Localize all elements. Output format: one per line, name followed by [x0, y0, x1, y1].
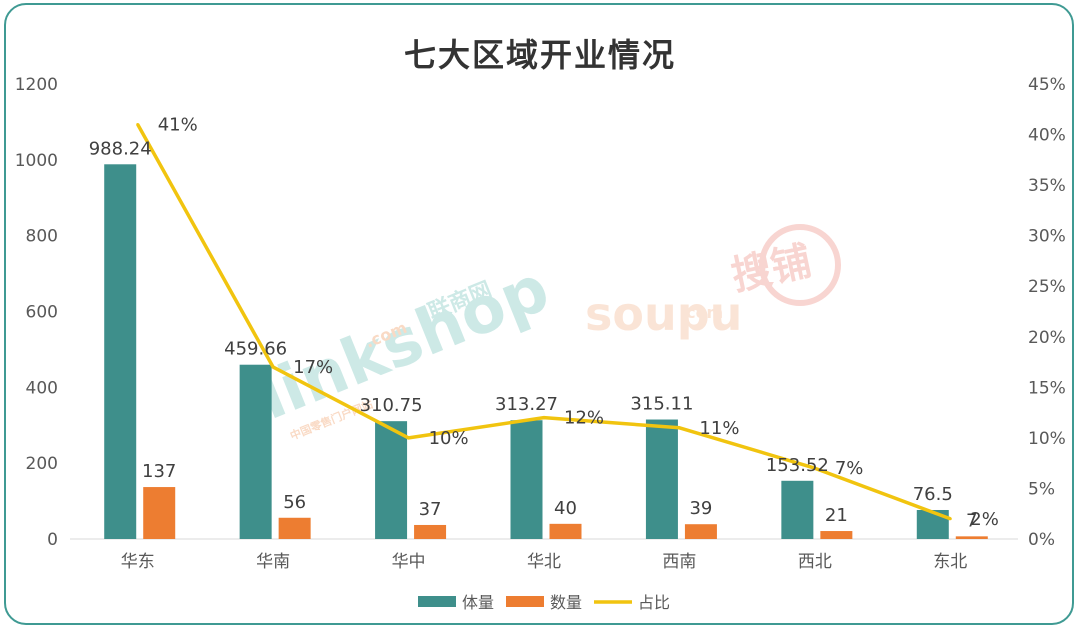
share-point [271, 365, 275, 369]
share-data-label: 11% [699, 418, 739, 439]
left-axis-tick-label: 0 [47, 530, 58, 550]
right-axis-tick-label: 20% [1028, 328, 1066, 348]
volume-data-label: 459.66 [224, 339, 287, 360]
share-data-label: 41% [158, 114, 198, 135]
left-axis-tick-label: 1000 [15, 151, 58, 171]
left-axis-tick-label: 800 [26, 227, 58, 247]
right-axis-tick-label: 15% [1028, 378, 1066, 398]
x-axis-labels: 华东 华南 华中 华北 西南 西北 东北 [121, 552, 968, 572]
x-axis-category-label: 东北 [933, 552, 967, 572]
legend-swatch [418, 596, 456, 607]
count-data-label: 7 [966, 510, 977, 531]
volume-data-label: 310.75 [360, 395, 423, 416]
volume-bar [239, 364, 272, 539]
count-data-label: 21 [825, 505, 848, 526]
right-axis-tick-label: 30% [1028, 227, 1066, 247]
right-axis-tick-label: 45% [1028, 75, 1066, 95]
share-point [677, 426, 681, 430]
right-axis-tick-label: 10% [1028, 429, 1066, 449]
share-point [948, 517, 952, 521]
x-axis-category-label: 华北 [527, 552, 561, 572]
count-data-label: 137 [142, 461, 176, 482]
share-data-label: 7% [835, 458, 864, 479]
soupu-watermark: soupu [585, 287, 742, 341]
share-point [407, 436, 411, 440]
share-point [813, 466, 817, 470]
count-bar [820, 531, 853, 539]
legend: 体量 数量 占比 [418, 593, 670, 612]
volume-bar [916, 509, 949, 539]
legend-swatch [506, 596, 544, 607]
share-data-label: 10% [429, 428, 469, 449]
volume-bar [645, 419, 678, 539]
count-bar [278, 517, 311, 539]
legend-label: 体量 [462, 593, 494, 612]
chart-title: 七大区域开业情况 [403, 36, 676, 74]
magnifier-icon [759, 224, 841, 306]
legend-label: 占比 [638, 593, 670, 612]
count-bar [549, 523, 582, 539]
x-axis-category-label: 西南 [662, 552, 696, 572]
volume-data-label: 313.27 [495, 394, 558, 415]
x-axis-category-label: 西北 [798, 552, 832, 572]
volume-data-label: 988.24 [89, 138, 152, 159]
soupu-dotcom-watermark: .com [680, 303, 723, 322]
left-axis-tick-label: 1200 [15, 75, 58, 95]
bar-layer [104, 164, 988, 539]
volume-data-label: 76.5 [913, 484, 953, 505]
volume-bar [104, 164, 137, 539]
right-axis-tick-label: 0% [1028, 530, 1055, 550]
count-bar [684, 524, 717, 539]
volume-data-label: 315.11 [630, 394, 693, 415]
count-data-label: 56 [283, 492, 306, 513]
share-data-label: 2% [970, 509, 999, 530]
x-axis-category-label: 华中 [392, 552, 426, 572]
share-data-label: 17% [293, 357, 333, 378]
count-data-label: 39 [689, 498, 712, 519]
share-data-label: 12% [564, 408, 604, 429]
left-axis-tick-label: 600 [26, 303, 58, 323]
right-axis: 0% 5% 10% 15% 20% 25% 30% 35% 40% 45% [1028, 75, 1066, 550]
right-axis-tick-label: 40% [1028, 126, 1066, 146]
left-axis-tick-label: 200 [26, 454, 58, 474]
volume-bar [375, 421, 408, 539]
right-axis-tick-label: 35% [1028, 176, 1066, 196]
right-axis-tick-label: 5% [1028, 479, 1055, 499]
legend-label: 数量 [550, 593, 582, 612]
count-data-label: 37 [419, 499, 442, 520]
count-data-label: 40 [554, 498, 577, 519]
volume-bar [781, 480, 814, 539]
x-axis-category-label: 华南 [256, 552, 290, 572]
x-axis-category-label: 华东 [121, 552, 155, 572]
left-axis-tick-label: 400 [26, 378, 58, 398]
count-bar [143, 487, 176, 539]
count-bar [414, 524, 447, 539]
share-point [542, 416, 546, 420]
left-axis: 0 200 400 600 800 1000 1200 [15, 75, 58, 550]
count-bar [955, 536, 988, 539]
volume-bar [510, 420, 543, 539]
share-point [136, 122, 140, 126]
line-layer [136, 122, 952, 521]
volume-data-label: 153.52 [766, 455, 829, 476]
right-axis-tick-label: 25% [1028, 277, 1066, 297]
data-label-layer: 988.24 459.66 310.75 313.27 315.11 153.52 76.5… [89, 114, 999, 531]
